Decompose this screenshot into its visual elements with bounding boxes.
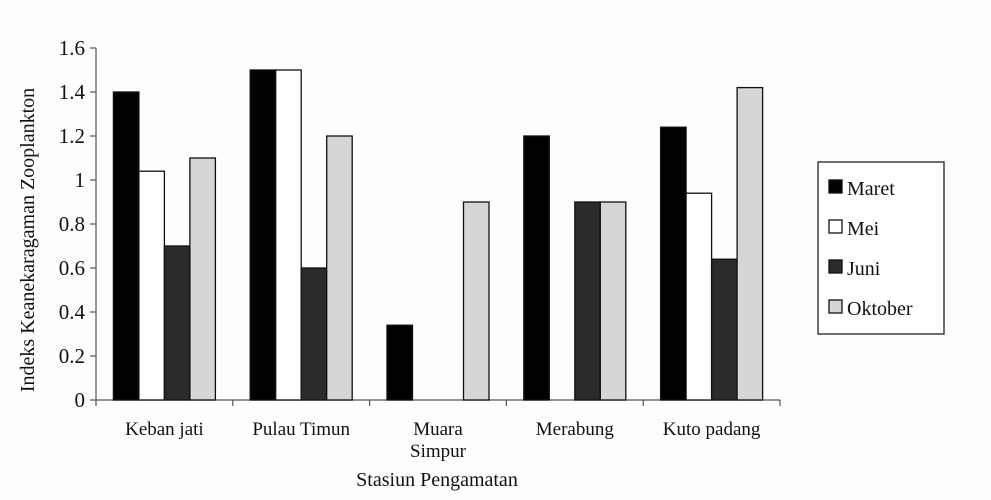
bar-oktober [599,201,627,401]
legend-swatch-oktober [828,299,843,314]
legend-label-oktober: Oktober [847,298,913,320]
bar-mei [138,170,166,401]
x-tick-label: Muara Simpur [410,419,467,462]
x-tick-label: Kuto padang [663,419,761,440]
y-tick-label: 0 [75,388,86,412]
y-tick-label: 0.6 [59,256,85,280]
x-tick-label: Merabung [536,419,615,440]
x-axis-title: Stasiun Pengamatan [356,469,518,491]
y-tick-label: 0.2 [59,344,85,368]
legend-swatch-juni [828,259,843,274]
legend-label-mei: Mei [847,218,880,240]
y-axis-title: Indeks Keanekaragaman Zooplankton [17,88,39,392]
bar-oktober [462,201,490,401]
legend: Maret Mei Juni Oktober [817,161,945,335]
bar-maret [249,69,277,401]
bar-mei [685,192,713,401]
bar-juni [300,267,328,401]
bar-maret [112,91,140,401]
bar-maret [386,324,414,401]
bar-mei [275,69,302,401]
bar-maret [523,135,550,401]
x-tick-label: Pulau Timun [252,419,350,440]
bar-oktober [189,157,217,401]
bar-juni [574,201,601,401]
y-tick-label: 1.4 [59,80,86,104]
y-tick-label: 0.4 [59,300,86,324]
bar-maret [659,126,687,401]
legend-swatch-mei [828,219,843,234]
legend-swatch-maret [828,179,843,194]
legend-label-maret: Maret [847,178,895,200]
bars [112,69,764,401]
y-tick-label: 0.8 [59,212,85,236]
legend-label-juni: Juni [847,258,881,280]
bar-juni [710,258,738,401]
labels: 0 0.2 0.4 0.6 0.8 1 1.2 1.4 1.6 Keban jati Pulau T… [17,36,761,491]
x-tick-label: Keban jati [125,419,204,440]
bar-oktober [736,86,764,401]
bar-juni [163,245,191,401]
y-tick-label: 1.6 [59,36,85,60]
y-tick-label: 1.2 [59,124,85,148]
bar-oktober [326,135,353,401]
y-tick-label: 1 [75,168,86,192]
